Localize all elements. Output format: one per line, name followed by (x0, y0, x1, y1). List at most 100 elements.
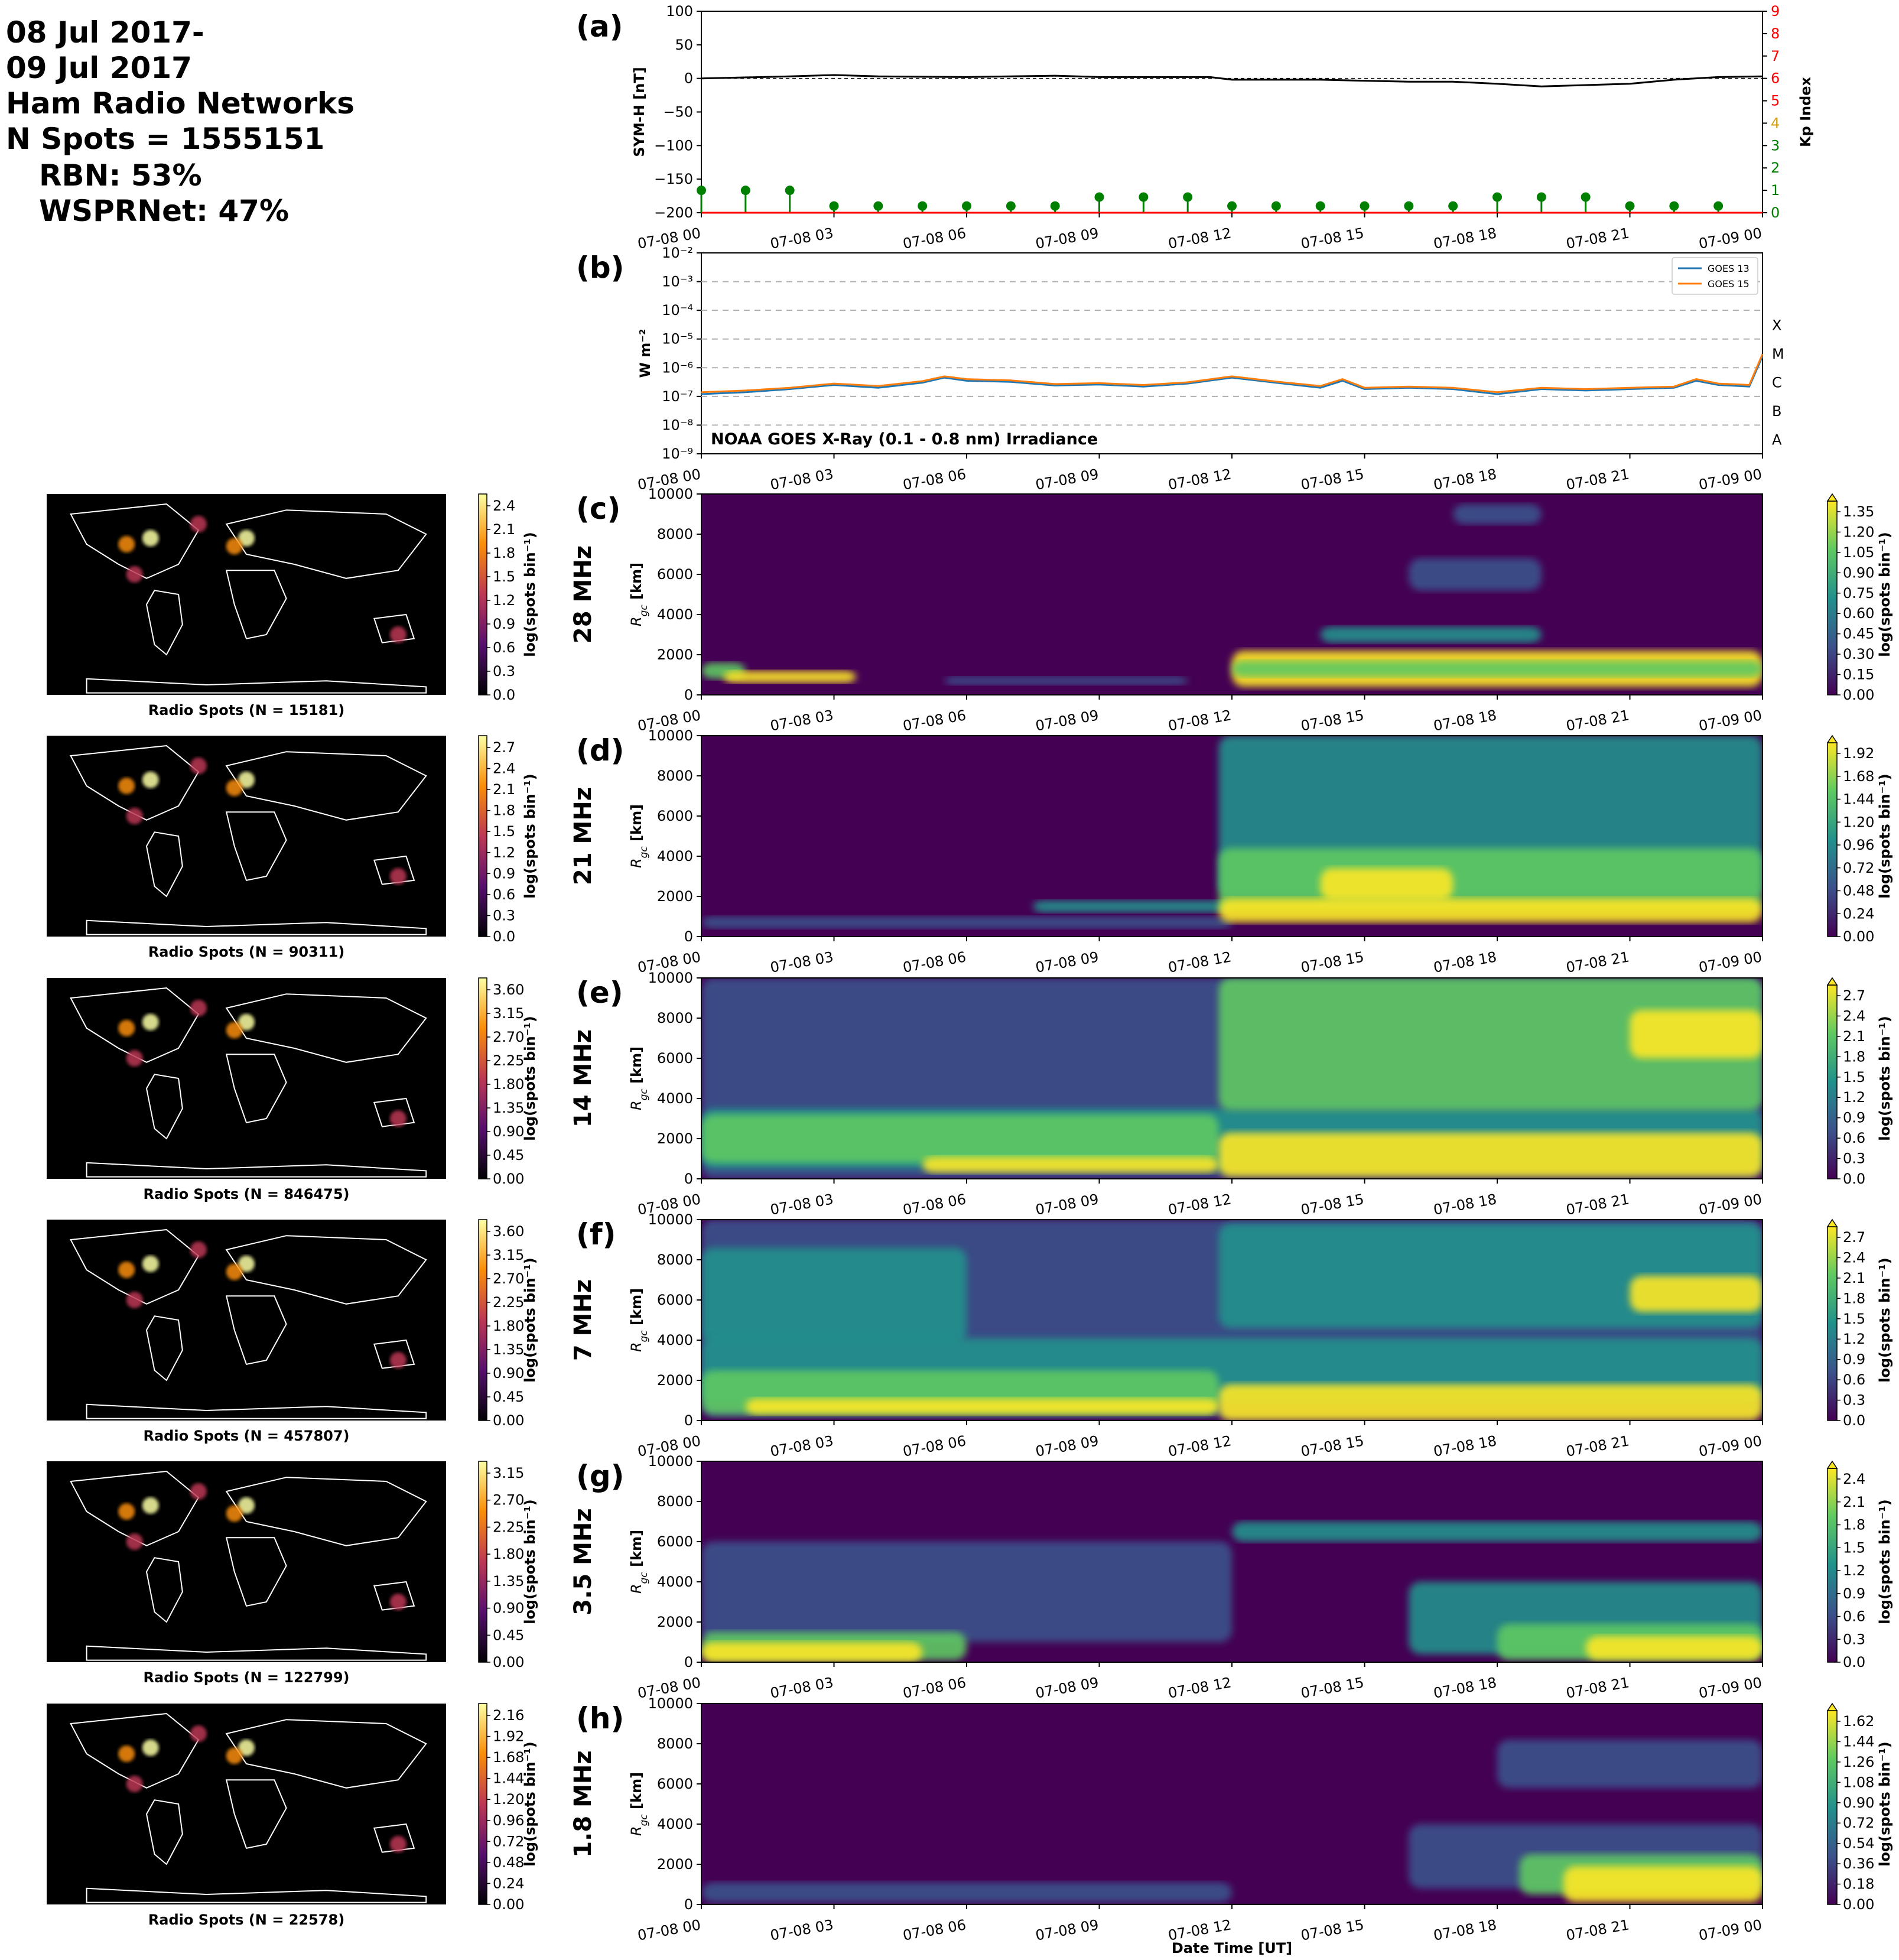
kp-marker (1315, 201, 1325, 211)
spot-hotspot (238, 1255, 255, 1272)
heatmap-colorbar-tick-label: 0.0 (1843, 1412, 1865, 1429)
heatmap-colorbar (1827, 1468, 1838, 1663)
heatmap-colorbar-tick-label: 0.75 (1843, 585, 1874, 602)
heatmap-c-xtick-label: 07-08 18 (1432, 707, 1498, 734)
heatmap-colorbar-tick-label: 2.4 (1843, 1471, 1865, 1487)
spot-map-h: Radio Spots (N = 22578) 0.00 0.24 0.48 0.72 0… (47, 1703, 538, 1928)
heatmap-ytick-label: 10000 (648, 486, 693, 502)
map-colorbar-tick-label: 0.9 (493, 865, 515, 882)
spot-hotspot (190, 516, 207, 532)
heatmap-g-xtick-label: 07-08 06 (902, 1674, 967, 1701)
map-colorbar-tick-label: 0.96 (493, 1812, 524, 1829)
map-colorbar-tick-label: 0.9 (493, 616, 515, 632)
spot-hotspot (190, 1000, 207, 1016)
coastline (86, 919, 427, 935)
heatmap-colorbar-tick-label: 0.90 (1843, 1795, 1874, 1811)
heatmap-ytick-label: 2000 (657, 1856, 693, 1873)
heatmap-h-xtick-label: 07-08 09 (1034, 1916, 1100, 1943)
map-caption: Radio Spots (N = 22578) (148, 1912, 344, 1928)
heatmap-g-xtick-label: 07-09 00 (1698, 1674, 1763, 1701)
heatmap-region (1563, 1866, 1763, 1903)
heatmap-colorbar-tick-label: 0.6 (1843, 1371, 1865, 1388)
flare-class-label: B (1772, 403, 1781, 420)
heatmap-colorbar-tick-label: 1.68 (1843, 768, 1874, 785)
heatmap-fill (701, 1220, 1763, 1421)
spot-map-c: Radio Spots (N = 15181) 0.0 0.3 0.6 0.9 1.2 1.… (47, 493, 538, 719)
panel-b-xtick-label: 07-08 12 (1167, 466, 1233, 493)
colorbar-extend-arrow (1826, 1218, 1838, 1227)
map-colorbar (478, 1703, 487, 1905)
heatmap-colorbar-tick-label: 1.35 (1843, 503, 1874, 520)
heatmap-c-xtick-label: 07-08 03 (769, 707, 834, 734)
heatmap-colorbar-tick-label: 1.5 (1843, 1311, 1865, 1327)
spot-hotspot (126, 1050, 143, 1067)
panel-a-xtick-label: 07-08 15 (1299, 225, 1365, 252)
header-date-start: 08 Jul 2017- (6, 15, 204, 50)
heatmap-colorbar-tick-label: 0.48 (1843, 883, 1874, 899)
heatmap-ytick-label: 4000 (657, 1816, 693, 1832)
heatmap-ytick-label: 8000 (657, 768, 693, 784)
kp-marker (1271, 201, 1281, 211)
heatmap-colorbar (1827, 500, 1838, 695)
coastline (225, 509, 427, 579)
heatmap-colorbar-tick-label: 0.00 (1843, 1896, 1874, 1913)
kp-marker (1669, 201, 1679, 211)
spot-hotspot (190, 1483, 207, 1500)
heatmap-colorbar-label: log(spots bin⁻¹) (1877, 532, 1893, 657)
heatmap-colorbar-tick-label: 0.45 (1843, 626, 1874, 642)
map-colorbar-tick-label: 2.70 (493, 1492, 524, 1509)
map-colorbar-label: log(spots bin⁻¹) (522, 773, 538, 899)
panel-b-annotation: NOAA GOES X-Ray (0.1 - 0.8 nm) Irradianc… (711, 430, 1098, 448)
panel-letter: (e) (576, 976, 623, 1010)
heatmap-colorbar-tick-label: 1.8 (1843, 1048, 1865, 1065)
spot-hotspot (118, 778, 135, 794)
coastline (225, 1295, 287, 1365)
panel-b-ytick-label: 10⁻³ (662, 274, 693, 290)
map-colorbar-tick-label: 1.2 (493, 844, 515, 861)
spot-hotspot (389, 1352, 407, 1369)
kp-marker (1404, 201, 1414, 211)
heatmap-h-xtick-label: 07-08 18 (1432, 1916, 1498, 1943)
map-colorbar-tick-label: 0.0 (493, 687, 515, 703)
map-colorbar-label: log(spots bin⁻¹) (522, 1016, 538, 1141)
map-colorbar-tick-label: 0.24 (493, 1875, 524, 1891)
map-colorbar-tick-label: 0.00 (493, 1412, 524, 1429)
heatmap-f-xtick-label: 07-08 18 (1432, 1432, 1498, 1460)
map-colorbar-tick-label: 0.90 (493, 1365, 524, 1382)
spot-map-d: Radio Spots (N = 90311) 0.0 0.3 0.6 0.9 1.2 1.… (47, 735, 538, 960)
heatmap-colorbar-tick-label: 0.00 (1843, 928, 1874, 945)
heatmap-ytick-label: 2000 (657, 1372, 693, 1389)
heatmap-c-xtick-label: 07-08 12 (1167, 707, 1233, 734)
panel-a-ytick-label: 0 (684, 70, 693, 87)
spot-hotspot (126, 1292, 143, 1308)
panel-a-ytick-label: −200 (654, 204, 693, 221)
kp-marker (1050, 201, 1060, 211)
heatmap-d-xtick-label: 07-09 00 (1698, 948, 1763, 976)
heatmap-c: 0 2000 4000 6000 8000 10000 Rgc [km] 28 MHz (c) 0… (570, 486, 1893, 734)
kp-marker (1360, 201, 1370, 211)
spot-hotspot (190, 1241, 207, 1258)
heatmap-ytick-label: 2000 (657, 1130, 693, 1147)
kp-marker (962, 201, 971, 211)
heatmap-ytick-label: 4000 (657, 1574, 693, 1590)
map-colorbar-tick-label: 0.6 (493, 639, 515, 656)
map-colorbar-tick-label: 0.0 (493, 928, 515, 945)
heatmap-h-xtick-label: 07-08 21 (1565, 1916, 1630, 1943)
spot-hotspot (190, 758, 207, 774)
legend-entry: GOES 15 (1708, 278, 1750, 290)
heatmap-d-xtick-label: 07-08 18 (1432, 948, 1498, 976)
colorbar-extend-arrow (1826, 1702, 1838, 1711)
heatmap-ylabel: Rgc [km] (628, 563, 650, 626)
heatmap-d: 0 2000 4000 6000 8000 10000 Rgc [km] 21 MHz (d) 0… (570, 727, 1893, 976)
heatmap-g: 0 2000 4000 6000 8000 10000 Rgc [km] 3.5 MHz (g)… (570, 1453, 1893, 1702)
panel-b-frame (701, 252, 1763, 454)
flare-class-label: C (1772, 375, 1782, 391)
panel-a-ytick-label: 100 (666, 3, 693, 19)
panel-letter: (d) (576, 733, 625, 768)
map-colorbar (478, 977, 487, 1179)
heatmap-colorbar-tick-label: 0.3 (1843, 1631, 1865, 1647)
heatmap-colorbar-tick-label: 0.0 (1843, 1654, 1865, 1670)
coastline (373, 613, 415, 643)
kp-marker (1183, 192, 1193, 202)
heatmap-region (701, 1114, 1219, 1163)
